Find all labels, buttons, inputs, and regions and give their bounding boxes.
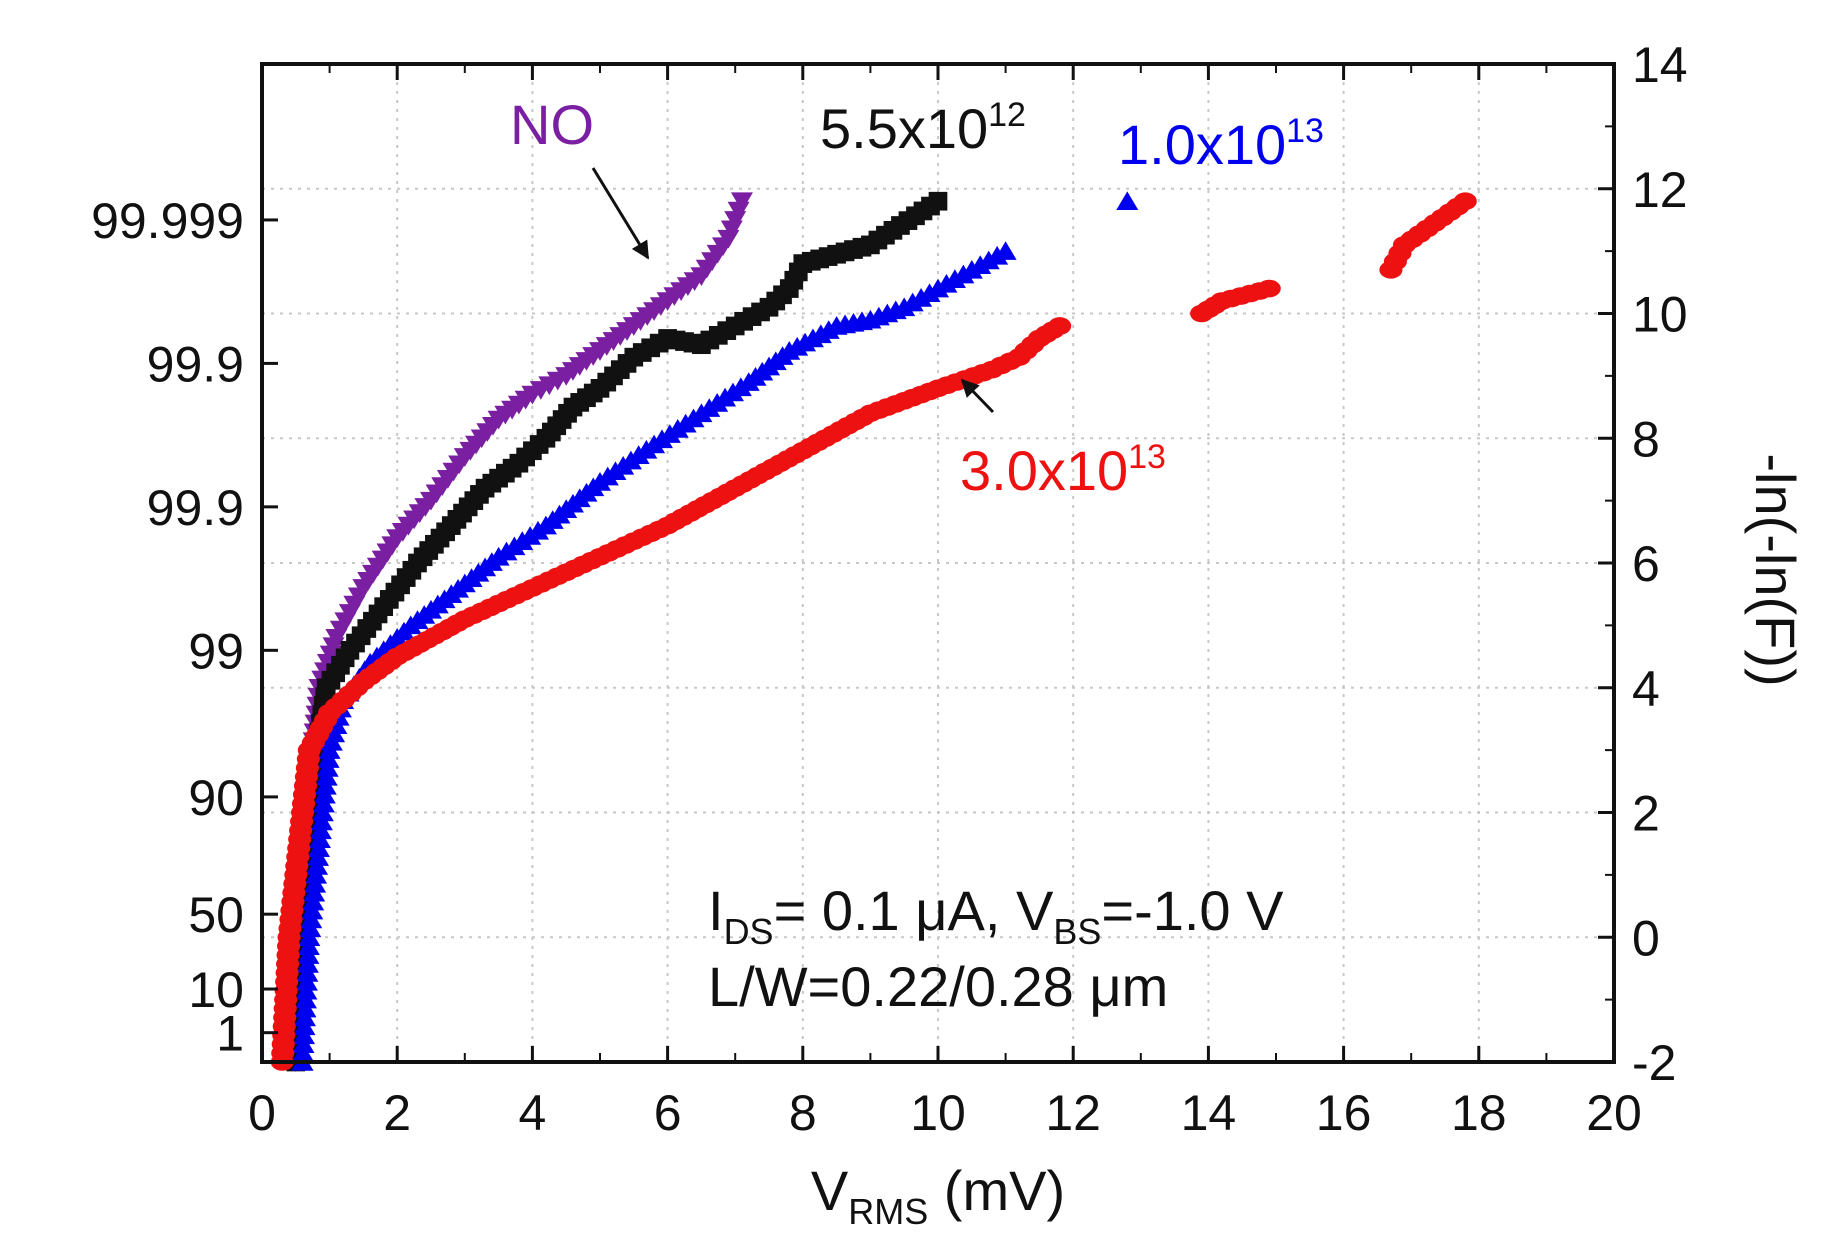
x-axis-label-sub: RMS: [848, 1191, 928, 1232]
y-tick-label: 99.999: [91, 193, 244, 249]
arrow-3.0e13: [960, 378, 995, 414]
y-tick-label: 99.9: [147, 336, 244, 392]
y-tick-label: 90: [188, 770, 244, 826]
y-tick-label: 99.9: [147, 480, 244, 536]
series-label-1.0e13-main: 1.0x10: [1118, 113, 1286, 176]
data-series: [270, 191, 1477, 1072]
x-tick-label: 2: [383, 1085, 411, 1141]
series-3-marker: [893, 297, 916, 317]
series-3-marker: [918, 283, 941, 303]
x-tick-label: 18: [1451, 1085, 1507, 1141]
series-1-marker: [730, 192, 753, 212]
y2-tick-label: 12: [1632, 162, 1688, 218]
y-tick-label: 1: [216, 1006, 244, 1062]
y-tick-label: 10: [188, 962, 244, 1018]
y2-tick-label: 8: [1632, 411, 1660, 467]
series-4-marker: [1257, 279, 1281, 298]
series-label-3.0e13-exp: 13: [1128, 438, 1166, 476]
x-tick-label: 4: [518, 1085, 546, 1141]
series-label-1.0e13: 1.0x1013: [1118, 112, 1324, 176]
x-tick-label: 6: [654, 1085, 682, 1141]
annotation-bias: IDS= 0.1 μA, VBS=-1.0 V: [708, 879, 1284, 952]
y2-tick-label: 10: [1632, 287, 1688, 343]
series-label-5.5e12: 5.5x1012: [820, 96, 1026, 160]
series-label-no: NO: [510, 93, 594, 156]
series-3-marker: [994, 241, 1017, 260]
y2-tick-label: 6: [1632, 536, 1660, 592]
y2-tick-label: 14: [1632, 37, 1688, 93]
y2-tick-label: -2: [1632, 1035, 1676, 1091]
series-label-3.0e13-main: 3.0x10: [960, 439, 1128, 502]
annotation-geometry: L/W=0.22/0.28 μm: [708, 955, 1168, 1018]
series-label-5.5e12-exp: 12: [988, 96, 1026, 134]
series-3-marker: [960, 259, 983, 279]
y-tick-label: 50: [188, 887, 244, 943]
series-3-marker: [927, 278, 949, 298]
series-3-marker: [1116, 191, 1139, 211]
x-tick-label: 16: [1316, 1085, 1372, 1141]
series-3-marker: [935, 273, 958, 293]
y2-axis-label: -ln(-ln(F)): [1744, 453, 1807, 686]
x-tick-label: 8: [789, 1085, 817, 1141]
x-tick-label: 12: [1045, 1085, 1101, 1141]
series-label-1.0e13-exp: 13: [1286, 112, 1324, 150]
series-2-marker: [928, 191, 948, 211]
arrow-no: [591, 167, 650, 260]
x-axis-label: VRMS (mV): [811, 1159, 1065, 1232]
series-label-5.5e12-main: 5.5x10: [820, 97, 988, 160]
series-3-marker: [986, 245, 1009, 265]
y2-tick-label: 4: [1632, 661, 1660, 717]
x-tick-label: 20: [1586, 1085, 1642, 1141]
series-4-marker: [1453, 192, 1477, 211]
series-4-marker: [1048, 317, 1072, 335]
x-tick-label: 10: [910, 1085, 966, 1141]
series-3-marker: [910, 288, 933, 307]
axis-tick-labels: 0 2 4 6 8 10 12 14 16 18 20-2024681012141105090999…: [91, 37, 1688, 1141]
series-label-3.0e13: 3.0x1013: [960, 438, 1166, 502]
x-axis-label-unit: (mV): [928, 1159, 1065, 1222]
y-tick-label: 99: [188, 623, 244, 679]
y2-tick-label: 0: [1632, 910, 1660, 966]
series-3-marker: [977, 250, 1000, 270]
series-3-marker: [969, 255, 992, 274]
y2-tick-label: 2: [1632, 786, 1660, 842]
series-3-marker: [943, 269, 966, 288]
x-tick-label: 0: [248, 1085, 276, 1141]
series-3-marker: [952, 264, 975, 284]
x-axis-label-main: V: [811, 1159, 849, 1222]
axis-ticks: [260, 62, 1616, 1064]
x-tick-label: 14: [1181, 1085, 1237, 1141]
series-3-marker: [901, 292, 924, 312]
